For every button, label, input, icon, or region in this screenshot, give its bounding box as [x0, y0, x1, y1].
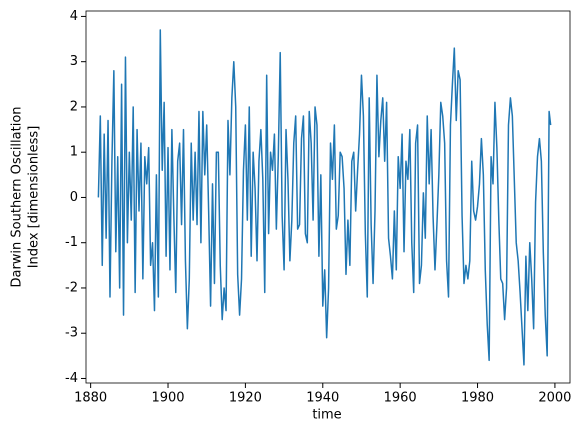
x-tick-label: 1960: [384, 391, 417, 406]
x-tick-label: 1900: [151, 391, 184, 406]
x-tick-label: 1940: [306, 391, 339, 406]
y-tick-label: 1: [70, 145, 78, 160]
y-axis-label: Index [dimensionless]: [27, 126, 42, 269]
y-tick-label: -3: [65, 326, 78, 341]
y-tick-label: 3: [70, 54, 78, 69]
y-tick-label: -1: [65, 235, 78, 250]
y-tick-label: 0: [70, 190, 78, 205]
y-tick-label: -2: [65, 280, 78, 295]
data-line: [97, 29, 552, 366]
y-tick-label: 2: [70, 99, 78, 114]
plot-frame: [85, 10, 571, 384]
x-tick-label: 1880: [74, 391, 107, 406]
y-tick-label: 4: [70, 9, 78, 24]
y-axis-label: Darwin Southern Oscillation: [10, 106, 25, 287]
x-tick-label: 2000: [538, 391, 571, 406]
x-tick-label: 1920: [229, 391, 262, 406]
y-tick-label: -4: [65, 371, 78, 386]
x-tick-label: 1980: [461, 391, 494, 406]
x-axis-label: time: [312, 408, 341, 423]
